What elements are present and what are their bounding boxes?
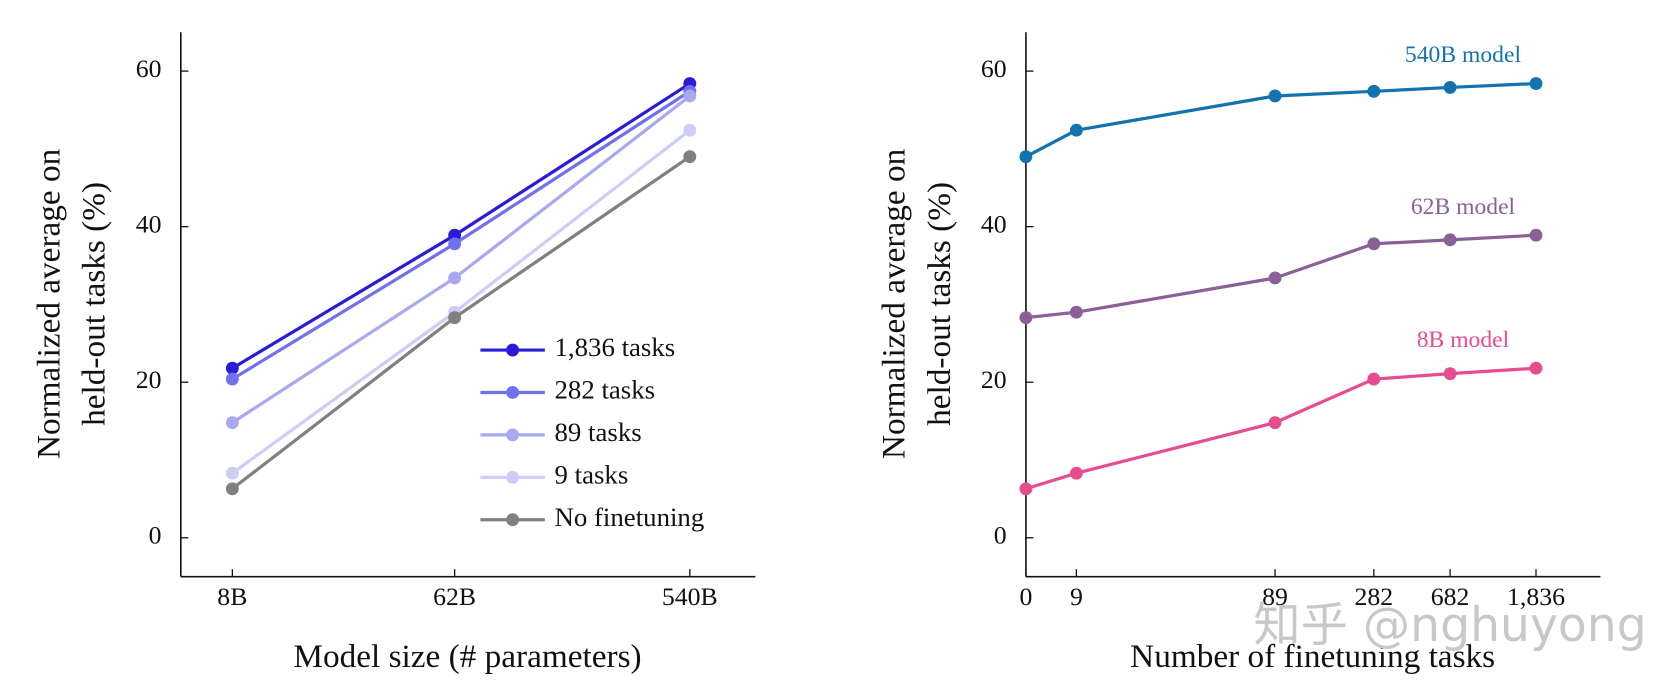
data-point [448,271,462,285]
data-point [1268,271,1282,285]
legend-marker [506,470,520,484]
data-point [683,89,697,103]
x-tick-label: 1,836 [1507,582,1565,611]
x-tick-label: 62B [433,582,476,611]
series-line [1025,81,1537,159]
data-point [225,372,239,386]
legend-marker [506,386,520,399]
data-point [448,237,462,251]
data-point [225,416,239,430]
data-point [1019,311,1033,325]
y-tick-label: 60 [136,54,162,83]
y-tick-label: 40 [136,210,162,239]
x-tick-label: 282 [1355,582,1394,611]
legend-label: 9 tasks [555,459,629,489]
data-point [1268,416,1282,430]
y-tick-label: 0 [994,521,1007,550]
data-point [1268,89,1282,103]
series-label: 540B model [1405,42,1522,68]
data-point [1069,123,1083,137]
x-tick-label: 9 [1070,582,1083,611]
data-point [225,482,239,496]
data-point [1443,80,1457,94]
y-axis-label: held-out tasks (%) [921,182,958,426]
legend-marker [506,343,520,357]
data-point [225,466,239,480]
legend-label: 89 tasks [555,417,642,447]
series-label: 8B model [1417,327,1510,353]
data-point [1069,305,1083,319]
data-point [1529,361,1543,375]
data-point [1443,233,1457,247]
y-tick-label: 20 [136,365,162,394]
x-axis-label: Model size (# parameters) [293,638,641,675]
data-point [1367,237,1381,251]
series-line [1025,233,1537,320]
data-point [683,150,697,164]
y-axis-label: Normalized average on [31,148,68,459]
legend-label: 1,836 tasks [555,332,676,362]
y-tick-label: 60 [981,54,1007,83]
y-axis-label: Normalized average on [876,148,913,459]
y-tick-label: 40 [981,210,1007,239]
legend-marker [506,513,520,527]
y-tick-label: 0 [149,521,162,550]
data-point [1069,466,1083,480]
data-point [225,361,239,375]
data-point [1019,482,1033,496]
x-tick-label: 89 [1262,582,1288,611]
x-tick-label: 682 [1431,582,1470,611]
data-point [1367,84,1381,98]
y-axis-label: held-out tasks (%) [76,182,113,426]
data-point [1019,150,1033,164]
x-tick-label: 540B [662,582,718,611]
data-point [448,311,462,325]
series-label: 62B model [1411,194,1516,220]
legend-marker [506,428,520,442]
legend-label: 282 tasks [555,375,656,405]
watermark: 知乎 @nghuyong [1253,598,1646,653]
x-tick-label: 0 [1019,582,1032,611]
data-point [683,123,697,137]
x-axis-label: Number of finetuning tasks [1130,638,1495,675]
data-point [1529,228,1543,242]
series-line [231,82,691,370]
data-point [1443,367,1457,381]
series-line [1025,366,1537,491]
y-tick-label: 20 [981,365,1007,394]
x-tick-label: 8B [217,582,247,611]
data-point [1367,372,1381,386]
legend-label: No finetuning [555,502,705,532]
data-point [1529,77,1543,90]
